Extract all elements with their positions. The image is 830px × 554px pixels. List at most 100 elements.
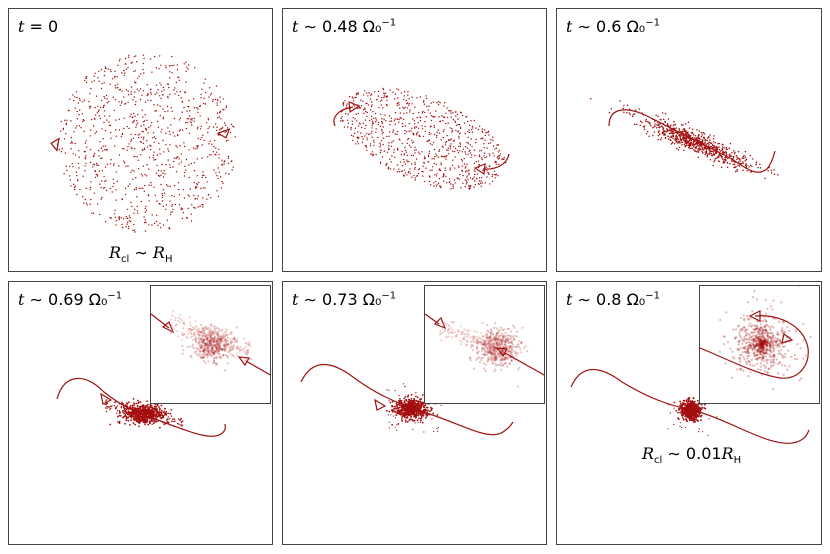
particle — [69, 98, 71, 101]
particle — [670, 135, 673, 138]
particle — [685, 138, 688, 141]
particle — [380, 140, 383, 142]
particle — [451, 130, 454, 132]
particle — [494, 340, 497, 343]
particle — [438, 182, 440, 184]
particle — [412, 132, 414, 135]
particle — [109, 163, 112, 165]
particle — [667, 125, 670, 128]
particle — [490, 350, 493, 353]
particle — [212, 361, 215, 364]
particle — [467, 333, 470, 336]
particle — [702, 143, 705, 145]
particle — [448, 110, 450, 112]
particle — [495, 343, 498, 346]
particle — [443, 116, 446, 118]
particle — [378, 106, 380, 109]
particle — [493, 346, 496, 349]
inset-plot — [151, 310, 270, 376]
particle — [60, 120, 62, 123]
particle — [411, 419, 414, 422]
particle — [172, 166, 174, 168]
particle — [64, 152, 67, 154]
particle — [694, 135, 697, 137]
particle — [192, 333, 195, 336]
particle — [230, 331, 233, 334]
particle — [403, 107, 405, 110]
particle — [199, 343, 202, 347]
particle — [182, 321, 185, 324]
particle — [105, 410, 108, 413]
particle — [494, 346, 497, 350]
particle — [350, 128, 352, 130]
particle — [498, 363, 501, 366]
particle — [82, 120, 84, 123]
particle — [74, 142, 76, 145]
particle — [202, 359, 205, 362]
particle — [120, 217, 122, 219]
particle — [454, 120, 456, 122]
particle — [208, 340, 211, 343]
particle — [389, 120, 391, 122]
particle — [658, 123, 660, 125]
particle — [499, 350, 502, 354]
particle — [649, 123, 651, 125]
panel-plot — [300, 364, 514, 436]
particle — [209, 323, 212, 326]
particle — [115, 171, 117, 173]
particle — [351, 96, 353, 98]
particle — [162, 116, 165, 119]
particle — [134, 416, 136, 419]
particle — [497, 348, 500, 351]
particle — [212, 352, 215, 355]
particle — [401, 142, 403, 144]
particle — [479, 341, 482, 344]
particle — [90, 129, 92, 131]
particle — [175, 171, 178, 173]
particle — [155, 405, 158, 408]
particle — [85, 202, 88, 204]
particle — [504, 362, 507, 365]
particle — [153, 141, 155, 143]
particle — [709, 134, 711, 136]
particle — [452, 187, 454, 190]
particle — [408, 130, 410, 132]
particle — [510, 359, 513, 363]
particle — [207, 156, 209, 158]
particle — [487, 339, 490, 342]
particle — [490, 138, 492, 141]
particle — [406, 154, 408, 157]
particle — [212, 346, 215, 350]
particle — [123, 408, 126, 411]
particle — [211, 349, 214, 352]
particle — [202, 339, 206, 342]
particle — [495, 356, 498, 359]
particle — [502, 349, 505, 352]
particle — [92, 125, 95, 127]
particle — [199, 356, 203, 359]
particle — [703, 133, 706, 135]
particle — [215, 348, 219, 351]
panel-t06: t ∼ 0.6 Ω₀−1 — [556, 8, 822, 272]
particle — [501, 357, 504, 360]
particle — [496, 348, 499, 351]
particle — [443, 129, 445, 131]
particle — [694, 150, 696, 153]
particle — [391, 401, 394, 403]
particle — [156, 214, 158, 216]
particle — [499, 358, 503, 362]
particle — [113, 109, 116, 112]
particle — [137, 415, 140, 417]
particle — [126, 125, 128, 128]
particle — [73, 186, 76, 188]
particle — [486, 176, 488, 178]
particle — [217, 341, 220, 344]
particle — [162, 172, 164, 174]
particle — [198, 350, 202, 353]
particle — [226, 355, 229, 358]
particle — [385, 95, 387, 97]
particle — [117, 83, 119, 86]
particle — [78, 114, 80, 116]
particle — [407, 94, 409, 96]
particle — [196, 198, 198, 200]
